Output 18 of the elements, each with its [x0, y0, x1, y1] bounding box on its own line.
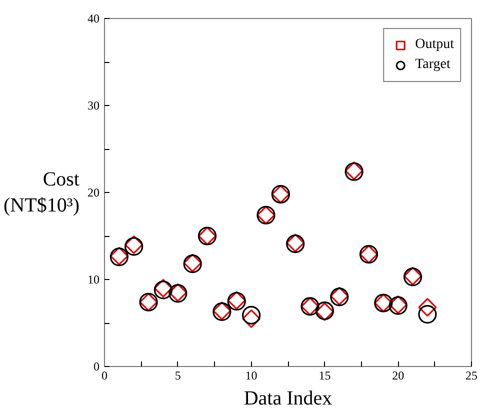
y-tick-label: 40: [88, 12, 100, 26]
y-tick-label: 30: [88, 98, 100, 112]
x-axis-title: Data Index: [244, 388, 332, 410]
point: [418, 305, 437, 324]
y-tick-label: 10: [88, 272, 100, 286]
legend-label: Output: [415, 37, 454, 53]
x-tick-label: 5: [174, 368, 181, 382]
y-axis-title: Cost (NT$10³): [4, 168, 80, 217]
x-tick-label: 15: [318, 368, 331, 382]
x-tick-label: 10: [245, 368, 258, 382]
legend-label: Target: [415, 57, 450, 73]
y-tick-label: 0: [94, 360, 100, 374]
x-tick-label: 20: [392, 368, 404, 382]
x-tick-label: 25: [466, 368, 478, 382]
point: [242, 306, 261, 324]
y-tick-label: 20: [88, 186, 100, 200]
point: [242, 309, 261, 328]
point: [418, 298, 437, 317]
